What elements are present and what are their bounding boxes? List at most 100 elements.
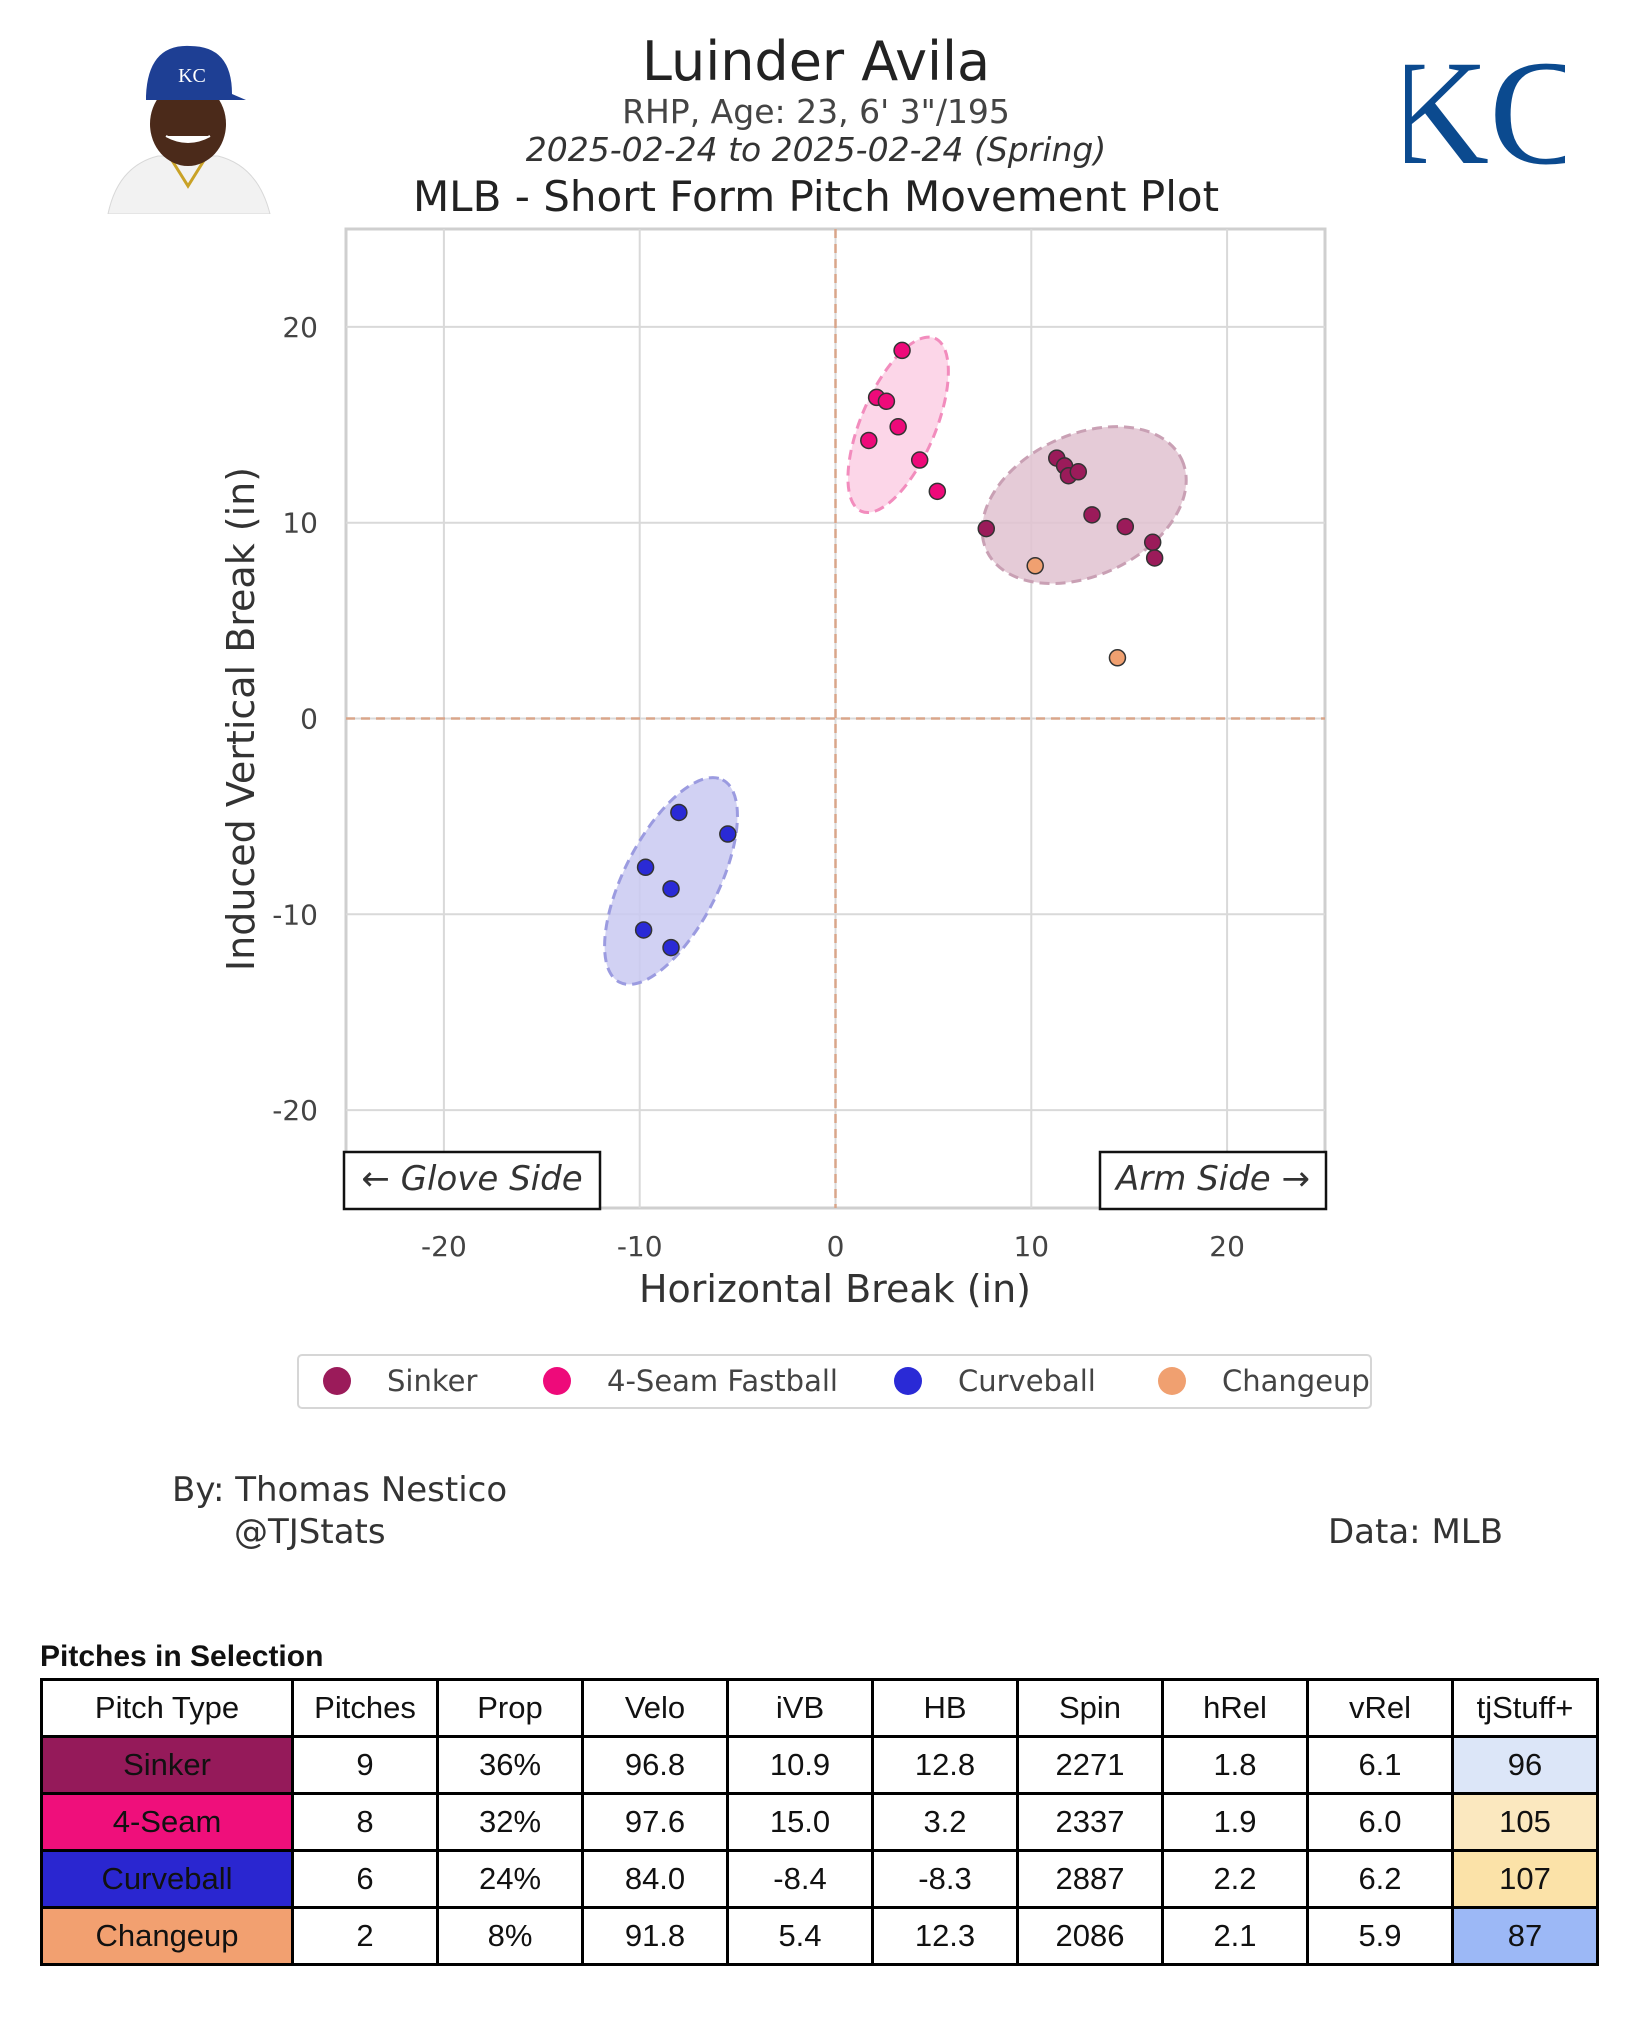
stuff-plus-cell: 105 — [1451, 1792, 1599, 1852]
arm-side-label: Arm Side → — [1114, 1159, 1310, 1199]
table-cell: 91.8 — [581, 1906, 729, 1966]
legend-label: Changeup — [1222, 1364, 1370, 1398]
credit-author: By: Thomas Nestico — [172, 1470, 508, 1510]
data-point — [928, 482, 947, 501]
table-row: Curveball 6 24% 84.0 -8.4 -8.3 2887 2.2 6.2 107 — [40, 1849, 1599, 1909]
data-point — [662, 938, 680, 957]
table-cell: 2271 — [1016, 1735, 1164, 1795]
credit-handle: @TJStats — [234, 1512, 386, 1552]
date-range: 2025-02-24 to 2025-02-24 (Spring) — [525, 130, 1107, 169]
legend-box — [297, 1354, 1372, 1409]
y-tick-label: 20 — [282, 311, 318, 344]
data-point — [910, 451, 929, 469]
y-tick-label: -20 — [272, 1094, 318, 1127]
table-cell: 6 — [291, 1849, 439, 1909]
data-point — [860, 431, 878, 450]
data-point — [1143, 533, 1162, 552]
table-cell: 5.9 — [1306, 1906, 1454, 1966]
tick-labels: -20 -10 0 10 20 -20 -10 0 10 20 — [272, 311, 1245, 1263]
data-point — [1108, 649, 1127, 667]
table-cell: 6.0 — [1306, 1792, 1454, 1852]
table-cell: 5.4 — [726, 1906, 874, 1966]
table-cell: 9 — [291, 1735, 439, 1795]
x-tick-label: 0 — [827, 1230, 845, 1263]
table-header-row: Pitch Type Pitches Prop Velo iVB HB Spin hRel vR… — [40, 1678, 1599, 1738]
data-point — [889, 418, 907, 436]
legend-label: Sinker — [387, 1364, 477, 1398]
reference-lines — [346, 229, 1325, 1208]
legend: Sinker 4-Seam Fastball Curveball Changeup — [297, 1354, 1372, 1409]
pitcher-name: Luinder Avila — [641, 30, 991, 93]
data-point — [670, 803, 688, 822]
stuff-plus-cell: 96 — [1451, 1735, 1599, 1795]
table-cell: 12.8 — [871, 1735, 1019, 1795]
table-row: 4-Seam 8 32% 97.6 15.0 3.2 2337 1.9 6.0 105 — [40, 1792, 1599, 1852]
table-cell: 2.2 — [1161, 1849, 1309, 1909]
column-header: hRel — [1161, 1678, 1309, 1738]
plot-title: MLB - Short Form Pitch Movement Plot — [412, 172, 1220, 221]
column-header: HB — [871, 1678, 1019, 1738]
table-cell: 15.0 — [726, 1792, 874, 1852]
pitch-type-cell: Curveball — [40, 1849, 294, 1909]
table-cell: 24% — [436, 1849, 584, 1909]
x-tick-label: -10 — [617, 1230, 663, 1263]
column-header: Velo — [581, 1678, 729, 1738]
annotations: ← Glove Side Arm Side → — [342, 1150, 1328, 1211]
column-header: Pitches — [291, 1678, 439, 1738]
data-point — [1145, 549, 1164, 567]
stuff-plus-cell: 87 — [1451, 1906, 1599, 1966]
data-point — [893, 341, 911, 360]
data-point — [1116, 517, 1135, 536]
table-cell: 32% — [436, 1792, 584, 1852]
glove-side-label: ← Glove Side — [361, 1159, 582, 1199]
pitcher-bio: RHP, Age: 23, 6' 3"/195 — [622, 92, 1010, 131]
table-cell: 6.2 — [1306, 1849, 1454, 1909]
data-point — [634, 921, 653, 939]
movement-chart: -20 -10 0 10 20 -20 -10 0 10 20 ← Glove Side Arm … — [219, 227, 1372, 1409]
pitch-summary-table: Pitch Type Pitches Prop Velo iVB HB Spin hRel vR… — [40, 1678, 1599, 1966]
table-cell: 10.9 — [726, 1735, 874, 1795]
points-layer — [634, 341, 1164, 957]
table-cell: 2.1 — [1161, 1906, 1309, 1966]
table-cell: 8% — [436, 1906, 584, 1966]
legend-marker — [894, 1367, 922, 1395]
team-logo-text: KC — [1405, 38, 1565, 196]
glove-side-box — [342, 1150, 602, 1211]
y-tick-label: -10 — [272, 898, 318, 931]
table-cell: 1.8 — [1161, 1735, 1309, 1795]
data-point — [1069, 463, 1088, 481]
x-tick-label: 20 — [1209, 1230, 1245, 1263]
table-row: Changeup 2 8% 91.8 5.4 12.3 2086 2.1 5.9 87 — [40, 1906, 1599, 1966]
table-cell: 84.0 — [581, 1849, 729, 1909]
column-header: vRel — [1306, 1678, 1454, 1738]
table-cell: -8.3 — [871, 1849, 1019, 1909]
y-tick-label: 0 — [300, 703, 318, 736]
legend-label: Curveball — [958, 1364, 1096, 1398]
legend-label: 4-Seam Fastball — [607, 1364, 838, 1398]
pitcher-headshot: KC — [107, 45, 271, 214]
table-cell: 2887 — [1016, 1849, 1164, 1909]
x-tick-label: -20 — [421, 1230, 467, 1263]
legend-marker — [1158, 1367, 1186, 1395]
table-cell: 6.1 — [1306, 1735, 1454, 1795]
data-point — [1083, 506, 1101, 524]
table-title: Pitches in Selection — [40, 1640, 324, 1673]
table-cell: 2337 — [1016, 1792, 1164, 1852]
column-header: tjStuff+ — [1451, 1678, 1599, 1738]
x-axis-label: Horizontal Break (in) — [639, 1267, 1031, 1311]
team-logo: KC — [1405, 38, 1565, 196]
data-point — [719, 825, 737, 843]
y-tick-label: 10 — [282, 507, 318, 540]
confidence-ellipse — [980, 425, 1188, 586]
column-header: Prop — [436, 1678, 584, 1738]
arm-side-box — [1098, 1150, 1328, 1211]
table-cell: 97.6 — [581, 1792, 729, 1852]
table-cell: -8.4 — [726, 1849, 874, 1909]
table-cell: 96.8 — [581, 1735, 729, 1795]
pitch-type-cell: 4-Seam — [40, 1792, 294, 1852]
column-header: Spin — [1016, 1678, 1164, 1738]
data-point — [1026, 557, 1044, 575]
table-cell: 36% — [436, 1735, 584, 1795]
table-cell: 3.2 — [871, 1792, 1019, 1852]
data-point — [662, 880, 680, 898]
